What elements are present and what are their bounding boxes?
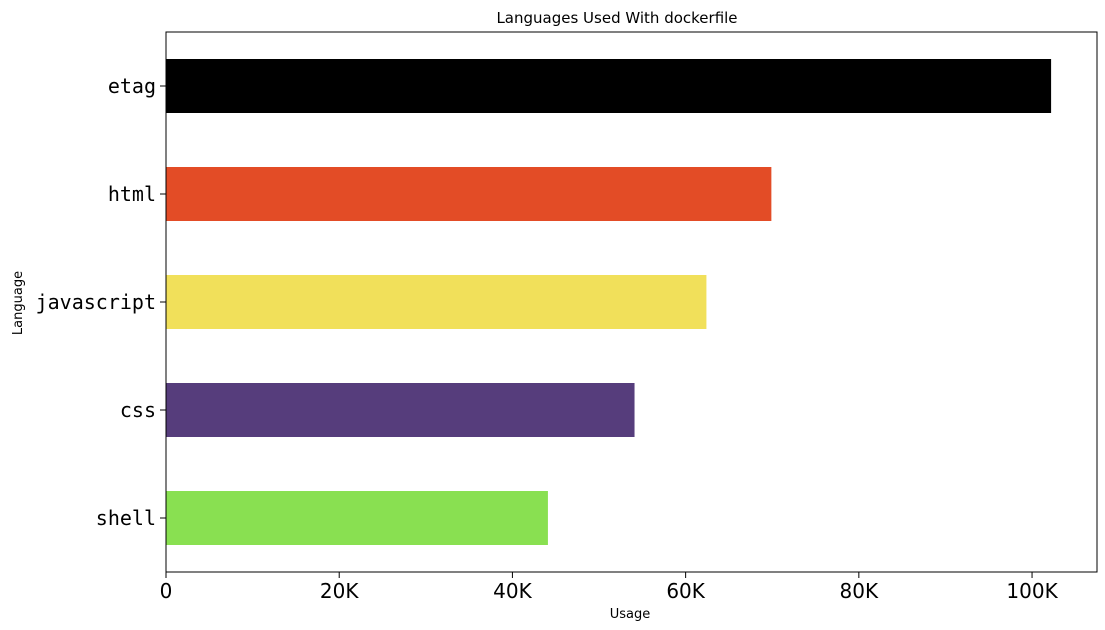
bar-html	[166, 167, 772, 221]
chart-title: Languages Used With dockerfile	[496, 9, 737, 27]
y-axis-title: Language	[11, 271, 26, 335]
y-tick-label-html: html	[108, 182, 156, 206]
y-tick-label-shell: shell	[96, 506, 156, 530]
x-tick-label: 80K	[840, 579, 879, 603]
bar-etag	[166, 59, 1052, 113]
x-tick-label: 100K	[1006, 579, 1058, 603]
x-tick-label: 0	[160, 579, 173, 603]
bar-shell	[166, 491, 548, 545]
y-tick-label-etag: etag	[108, 74, 156, 98]
bar-css	[166, 383, 635, 437]
plot-frame	[165, 31, 1098, 573]
x-tick-label: 40K	[493, 579, 532, 603]
y-tick-label-javascript: javascript	[36, 290, 156, 314]
plot-area: shell css javascript html etag 0 20K 40K 60K 80K 1…	[36, 31, 1098, 603]
y-tick-label-css: css	[120, 398, 156, 422]
bar-javascript	[166, 275, 707, 329]
x-axis-title: Usage	[610, 607, 651, 622]
x-tick-label: 20K	[320, 579, 359, 603]
x-tick-label: 60K	[666, 579, 705, 603]
